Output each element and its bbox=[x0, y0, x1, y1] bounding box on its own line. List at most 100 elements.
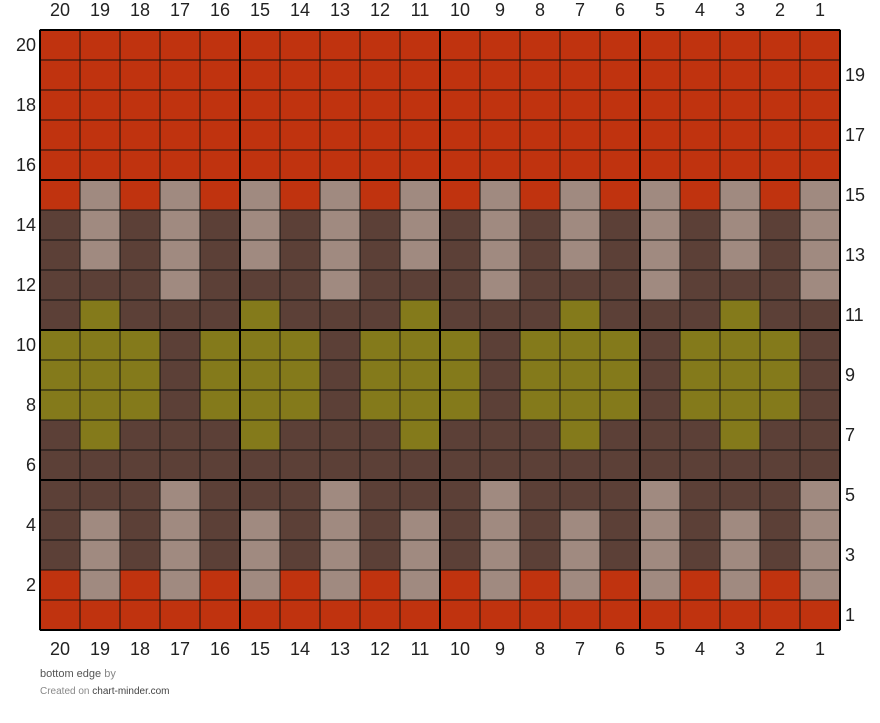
cell bbox=[399, 179, 441, 211]
credit-line: Created on chart-minder.com bbox=[40, 686, 170, 697]
cell bbox=[519, 269, 561, 301]
cell bbox=[359, 239, 401, 271]
cell bbox=[599, 269, 641, 301]
cell bbox=[119, 479, 161, 511]
cell bbox=[39, 299, 81, 331]
cell bbox=[79, 209, 121, 241]
cell bbox=[199, 89, 241, 121]
cell bbox=[239, 539, 281, 571]
cell bbox=[439, 509, 481, 541]
cell bbox=[759, 419, 801, 451]
column-number-bottom: 15 bbox=[250, 639, 270, 659]
cell bbox=[359, 599, 401, 631]
cell bbox=[279, 329, 321, 361]
cell bbox=[799, 29, 841, 61]
cell bbox=[239, 599, 281, 631]
cell bbox=[439, 209, 481, 241]
cell bbox=[319, 149, 361, 181]
cell bbox=[599, 449, 641, 481]
cell bbox=[199, 299, 241, 331]
cell bbox=[679, 179, 721, 211]
cell bbox=[79, 149, 121, 181]
cell bbox=[199, 449, 241, 481]
cell bbox=[159, 149, 201, 181]
cell bbox=[799, 329, 841, 361]
cell bbox=[159, 539, 201, 571]
cell bbox=[719, 479, 761, 511]
cell bbox=[599, 89, 641, 121]
cell bbox=[79, 599, 121, 631]
cell bbox=[759, 509, 801, 541]
cell bbox=[759, 239, 801, 271]
cell bbox=[279, 209, 321, 241]
cell bbox=[199, 209, 241, 241]
column-number-top: 4 bbox=[695, 0, 705, 20]
cell bbox=[799, 389, 841, 421]
column-number-bottom: 16 bbox=[210, 639, 230, 659]
cell bbox=[799, 89, 841, 121]
cell bbox=[279, 569, 321, 601]
cell bbox=[679, 569, 721, 601]
cell bbox=[479, 299, 521, 331]
row-number: 7 bbox=[845, 425, 855, 445]
cell bbox=[799, 149, 841, 181]
cell bbox=[759, 29, 801, 61]
cell bbox=[359, 479, 401, 511]
cell bbox=[279, 599, 321, 631]
cell bbox=[39, 569, 81, 601]
cell bbox=[439, 539, 481, 571]
cell bbox=[799, 269, 841, 301]
cell bbox=[679, 599, 721, 631]
column-number-top: 18 bbox=[130, 0, 150, 20]
row-number: 14 bbox=[16, 215, 36, 235]
cell bbox=[239, 269, 281, 301]
cell bbox=[39, 59, 81, 91]
row-number: 5 bbox=[845, 485, 855, 505]
cell bbox=[439, 329, 481, 361]
credit-site[interactable]: chart-minder.com bbox=[92, 686, 170, 697]
cell bbox=[199, 509, 241, 541]
cell bbox=[479, 359, 521, 391]
cell bbox=[799, 59, 841, 91]
cell bbox=[719, 329, 761, 361]
cell bbox=[79, 179, 121, 211]
cell bbox=[679, 389, 721, 421]
cell bbox=[359, 119, 401, 151]
cell bbox=[119, 89, 161, 121]
cell bbox=[599, 179, 641, 211]
cell bbox=[559, 299, 601, 331]
cell bbox=[519, 479, 561, 511]
cell bbox=[439, 569, 481, 601]
cell bbox=[439, 389, 481, 421]
cell bbox=[759, 269, 801, 301]
cell bbox=[399, 89, 441, 121]
cell bbox=[239, 449, 281, 481]
column-number-bottom: 5 bbox=[655, 639, 665, 659]
cell bbox=[519, 179, 561, 211]
cell bbox=[599, 329, 641, 361]
cell bbox=[319, 569, 361, 601]
column-number-top: 14 bbox=[290, 0, 310, 20]
cell bbox=[679, 479, 721, 511]
cell bbox=[559, 569, 601, 601]
cell bbox=[679, 149, 721, 181]
by: by bbox=[104, 668, 116, 680]
cell bbox=[479, 29, 521, 61]
cell bbox=[719, 59, 761, 91]
column-number-bottom: 6 bbox=[615, 639, 625, 659]
cell bbox=[559, 539, 601, 571]
cell bbox=[519, 329, 561, 361]
row-number: 19 bbox=[845, 65, 865, 85]
cell bbox=[479, 269, 521, 301]
column-number-top: 10 bbox=[450, 0, 470, 20]
cell bbox=[679, 419, 721, 451]
cell bbox=[279, 59, 321, 91]
cell bbox=[39, 539, 81, 571]
row-number: 2 bbox=[26, 575, 36, 595]
cell bbox=[599, 149, 641, 181]
cell bbox=[159, 569, 201, 601]
cell bbox=[559, 479, 601, 511]
cell bbox=[199, 479, 241, 511]
cell bbox=[559, 59, 601, 91]
row-number: 13 bbox=[845, 245, 865, 265]
